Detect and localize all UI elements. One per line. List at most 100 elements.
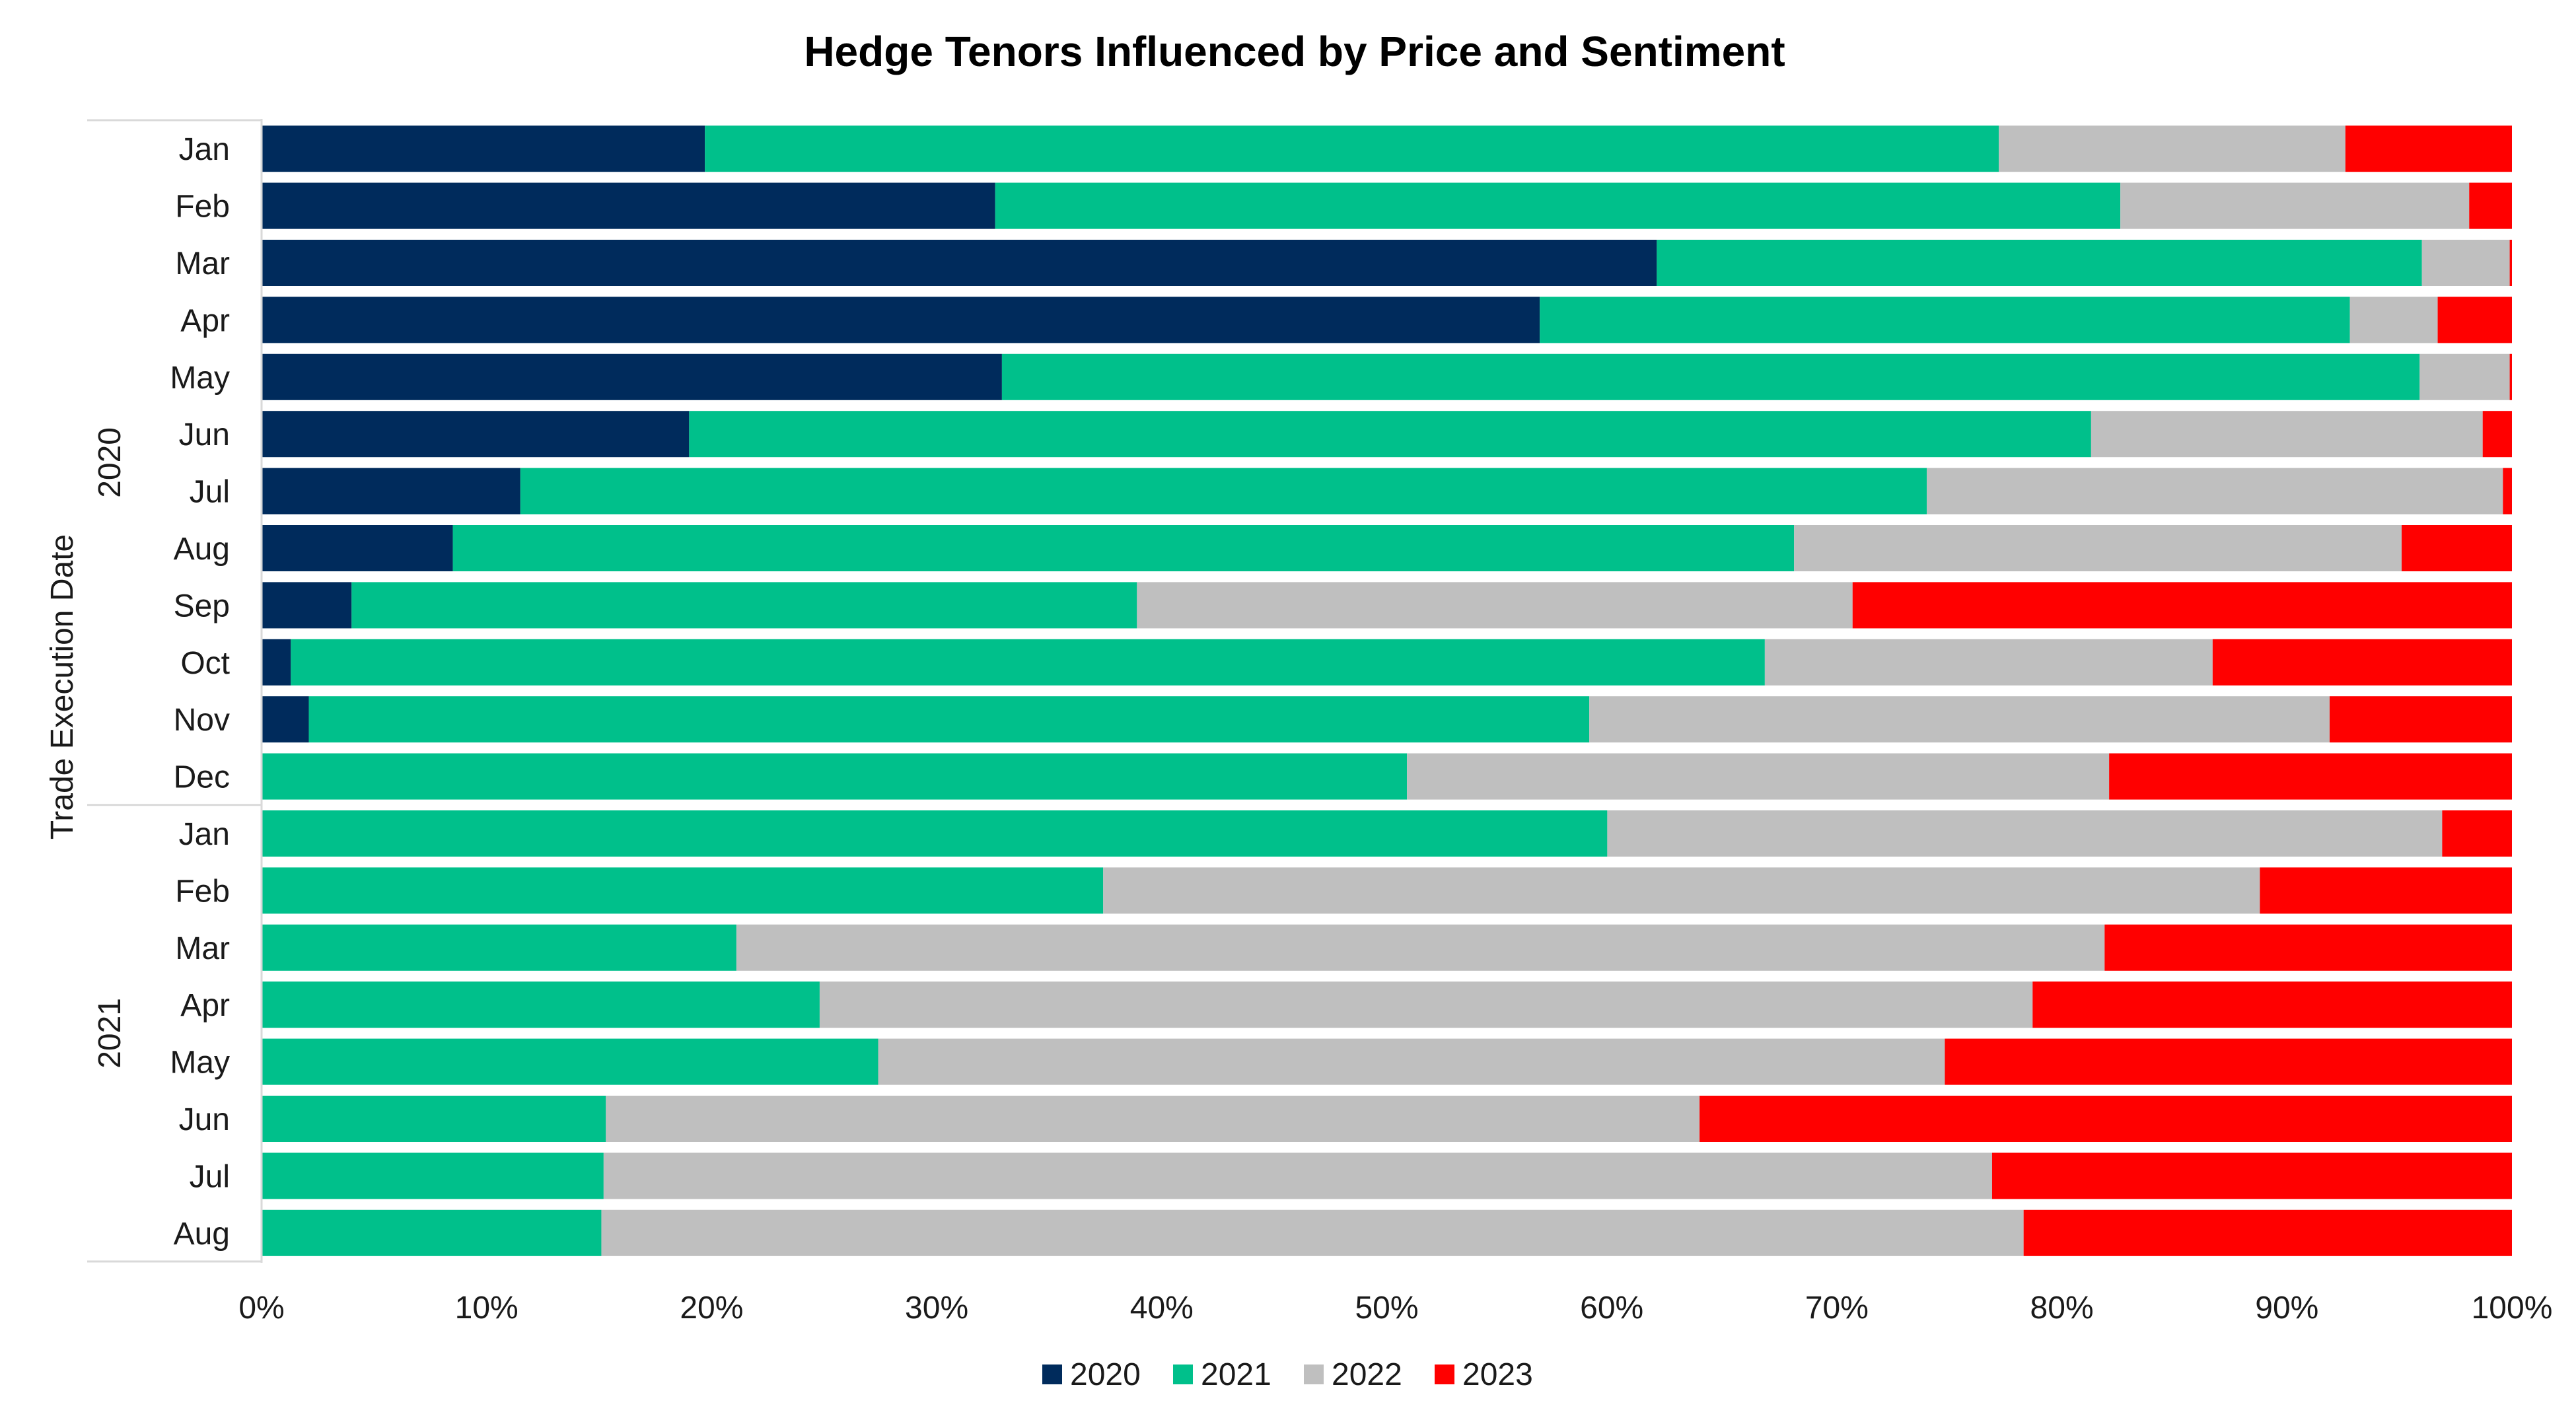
x-tick-label: 80% bbox=[2030, 1291, 2094, 1326]
y-tick-label: Aug bbox=[174, 532, 230, 567]
y-tick-label: Jul bbox=[190, 1159, 230, 1194]
bar-segment-2020-2020-apr bbox=[262, 297, 1540, 343]
legend-label-2022: 2022 bbox=[1332, 1357, 1402, 1392]
bar-segment-2023-2021-jul bbox=[1991, 1152, 2512, 1199]
bar-segment-2022-2020-nov bbox=[1589, 696, 2330, 743]
bar-segment-2021-2021-feb bbox=[262, 867, 1104, 914]
bar-segment-2023-2020-jun bbox=[2482, 411, 2512, 458]
x-tick-label: 70% bbox=[1805, 1291, 1869, 1326]
chart-title: Hedge Tenors Influenced by Price and Sen… bbox=[804, 28, 1785, 75]
bar-segment-2022-2020-mar bbox=[2421, 240, 2510, 286]
bar-segment-2020-2020-mar bbox=[262, 240, 1657, 286]
bar-segment-2023-2020-jul bbox=[2503, 468, 2512, 514]
bar-segment-2021-2020-nov bbox=[308, 696, 1590, 743]
bar-segment-2023-2020-sep bbox=[1852, 582, 2512, 629]
legend-label-2023: 2023 bbox=[1462, 1357, 1533, 1392]
x-tick-label: 30% bbox=[905, 1291, 968, 1326]
y-tick-label: May bbox=[170, 1046, 230, 1081]
x-tick-label: 90% bbox=[2255, 1291, 2318, 1326]
x-tick-label: 60% bbox=[1580, 1291, 1643, 1326]
bar-segment-2022-2021-jun bbox=[606, 1096, 1700, 1142]
bar-segment-2022-2021-mar bbox=[736, 924, 2105, 971]
bar-segment-2022-2020-apr bbox=[2349, 297, 2438, 343]
bar-segment-2022-2020-sep bbox=[1137, 582, 1853, 629]
bar-segment-2020-2020-jan bbox=[262, 125, 705, 172]
bar-segment-2021-2021-mar bbox=[262, 924, 736, 971]
bar-segment-2022-2021-jul bbox=[603, 1152, 1992, 1199]
legend: 2020 2021 2022 2023 bbox=[1042, 1357, 1533, 1392]
y-tick-label: Dec bbox=[174, 760, 230, 795]
y-tick-label: Apr bbox=[180, 988, 230, 1023]
bar-segment-2021-2020-apr bbox=[1540, 297, 2350, 343]
legend-label-2021: 2021 bbox=[1201, 1357, 1271, 1392]
bar-segment-2021-2021-aug bbox=[262, 1209, 602, 1256]
y-tick-label: Apr bbox=[180, 303, 230, 338]
legend-swatch-2023 bbox=[1435, 1365, 1454, 1384]
bar-segment-2023-2021-apr bbox=[2032, 981, 2512, 1028]
bar-segment-2020-2020-jun bbox=[262, 411, 690, 458]
bar-segment-2021-2021-jun bbox=[262, 1096, 606, 1142]
bar-segment-2023-2020-jan bbox=[2345, 125, 2512, 172]
bar-segment-2021-2020-jul bbox=[520, 468, 1927, 514]
bar-segment-2020-2020-nov bbox=[262, 696, 309, 743]
bar-segment-2023-2020-nov bbox=[2330, 696, 2512, 743]
y-tick-label: Mar bbox=[175, 246, 230, 281]
bar-segment-2023-2020-oct bbox=[2212, 639, 2512, 686]
bar-segment-2020-2020-feb bbox=[262, 182, 995, 229]
bar-segment-2023-2021-may bbox=[1945, 1038, 2512, 1085]
bars-layer bbox=[262, 125, 2512, 1256]
bar-segment-2021-2021-jul bbox=[262, 1152, 604, 1199]
y-tick-label: Jul bbox=[190, 475, 230, 510]
group-label-2021: 2021 bbox=[92, 998, 127, 1069]
group-label-2020: 2020 bbox=[92, 427, 127, 498]
bar-segment-2023-2021-jun bbox=[1699, 1096, 2512, 1142]
bar-segment-2022-2020-dec bbox=[1407, 753, 2110, 800]
bar-segment-2023-2021-aug bbox=[2023, 1209, 2512, 1256]
bar-segment-2022-2020-aug bbox=[1794, 525, 2402, 571]
bar-segment-2023-2020-apr bbox=[2437, 297, 2512, 343]
x-tick-label: 0% bbox=[238, 1291, 284, 1326]
legend-swatch-2022 bbox=[1304, 1365, 1324, 1384]
bar-segment-2022-2021-apr bbox=[819, 981, 2033, 1028]
bar-segment-2020-2020-sep bbox=[262, 582, 352, 629]
y-tick-label: Jun bbox=[179, 1102, 230, 1137]
x-tick-label: 50% bbox=[1355, 1291, 1418, 1326]
y-tick-label: Jan bbox=[179, 817, 230, 852]
bar-segment-2021-2020-may bbox=[1001, 353, 2420, 400]
bar-segment-2023-2020-mar bbox=[2509, 240, 2512, 286]
bar-segment-2022-2021-feb bbox=[1103, 867, 2260, 914]
x-tick-label: 20% bbox=[680, 1291, 743, 1326]
bar-segment-2023-2020-may bbox=[2509, 353, 2512, 400]
x-tick-label: 100% bbox=[2472, 1291, 2553, 1326]
bar-segment-2021-2020-jan bbox=[705, 125, 1999, 172]
axes-layer: Jan Feb Mar Apr May Jun Jul Aug Sep Oct Nov Dec Jan F… bbox=[87, 119, 263, 1263]
bar-segment-2022-2020-feb bbox=[2120, 182, 2470, 229]
bar-segment-2022-2020-oct bbox=[1764, 639, 2213, 686]
bar-segment-2020-2020-aug bbox=[262, 525, 453, 571]
y-tick-label: Feb bbox=[175, 190, 230, 225]
y-tick-label: Mar bbox=[175, 931, 230, 966]
y-tick-label: Jun bbox=[179, 417, 230, 452]
bar-segment-2022-2020-jun bbox=[2091, 411, 2483, 458]
y-axis-title: Trade Execution Date bbox=[45, 534, 80, 839]
bar-segment-2022-2021-may bbox=[878, 1038, 1945, 1085]
group-labels: 2020 2021 bbox=[92, 427, 127, 1069]
x-tick-label: 10% bbox=[455, 1291, 519, 1326]
legend-swatch-2020 bbox=[1042, 1365, 1062, 1384]
y-tick-label: May bbox=[170, 361, 230, 396]
y-tick-label: Aug bbox=[174, 1217, 230, 1252]
bar-segment-2023-2021-feb bbox=[2260, 867, 2512, 914]
legend-label-2020: 2020 bbox=[1070, 1357, 1141, 1392]
bar-segment-2021-2021-apr bbox=[262, 981, 820, 1028]
bar-segment-2021-2020-oct bbox=[291, 639, 1765, 686]
bar-segment-2022-2021-aug bbox=[601, 1209, 2024, 1256]
x-tick-label: 40% bbox=[1130, 1291, 1194, 1326]
y-tick-label: Oct bbox=[180, 646, 230, 681]
bar-segment-2020-2020-oct bbox=[262, 639, 291, 686]
legend-swatch-2021 bbox=[1173, 1365, 1193, 1384]
bar-segment-2021-2020-jun bbox=[689, 411, 2091, 458]
bar-segment-2022-2020-jan bbox=[1999, 125, 2345, 172]
bar-segment-2023-2020-feb bbox=[2469, 182, 2512, 229]
y-tick-label: Feb bbox=[175, 874, 230, 909]
